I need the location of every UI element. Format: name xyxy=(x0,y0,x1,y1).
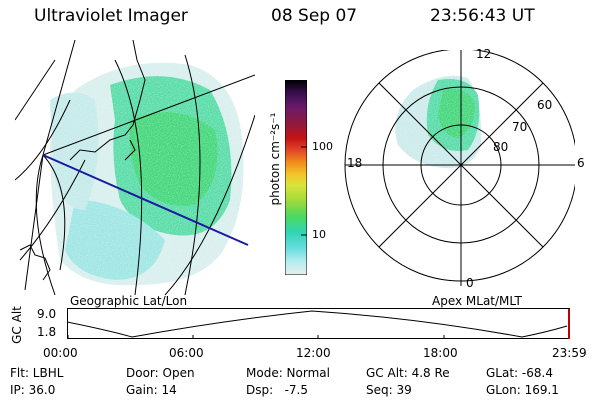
colorbar-label: photon cm⁻²s⁻¹ xyxy=(268,112,282,206)
mlt-label-18: 18 xyxy=(347,156,363,170)
polar-map xyxy=(344,50,575,286)
mlt-label-12: 12 xyxy=(476,47,492,61)
lat-label-60: 60 xyxy=(537,98,553,112)
xtick-2359: 23:59 xyxy=(552,346,587,360)
glat-info: GLat: -68.4 xyxy=(486,366,553,380)
xtick-0000: 00:00 xyxy=(43,346,78,360)
mlt-label-0: 0 xyxy=(466,276,474,290)
lat-label-80: 80 xyxy=(493,140,509,154)
glon-info: GLon: 169.1 xyxy=(486,383,559,397)
seq-info: Seq: 39 xyxy=(366,383,412,397)
gain-info: Gain: 14 xyxy=(126,383,177,397)
ip-info: IP: 36.0 xyxy=(10,383,56,397)
xtick-1800: 18:00 xyxy=(423,346,458,360)
xtick-0600: 06:00 xyxy=(169,346,204,360)
dsp-info: Dsp: -7.5 xyxy=(246,383,309,397)
altitude-ylabel: GC Alt xyxy=(10,306,24,344)
altitude-ymax: 9.0 xyxy=(37,307,57,321)
date-label: 08 Sep 07 xyxy=(271,6,358,26)
filter-info: Flt: LBHL xyxy=(10,366,64,380)
door-info: Door: Open xyxy=(126,366,195,380)
right-panel-caption: Apex MLat/MLT xyxy=(432,294,522,308)
colorbar xyxy=(285,80,307,275)
geographic-map xyxy=(15,40,255,295)
xtick-1200: 12:00 xyxy=(296,346,331,360)
lat-label-70: 70 xyxy=(512,120,528,134)
altitude-ymin: 1.8 xyxy=(37,325,57,339)
time-label: 23:56:43 UT xyxy=(430,6,535,26)
colorbar-tick-100: 100 xyxy=(312,140,333,153)
left-panel-caption: Geographic Lat/Lon xyxy=(70,294,188,308)
colorbar-tick-10: 10 xyxy=(312,228,326,241)
gcalt-info: GC Alt: 4.8 Re xyxy=(366,366,450,380)
aurora-image-left xyxy=(15,40,255,295)
instrument-title: Ultraviolet Imager xyxy=(34,6,188,26)
mode-info: Mode: Normal xyxy=(246,366,330,380)
altitude-plot xyxy=(67,308,570,339)
mlt-label-6: 6 xyxy=(577,156,585,170)
